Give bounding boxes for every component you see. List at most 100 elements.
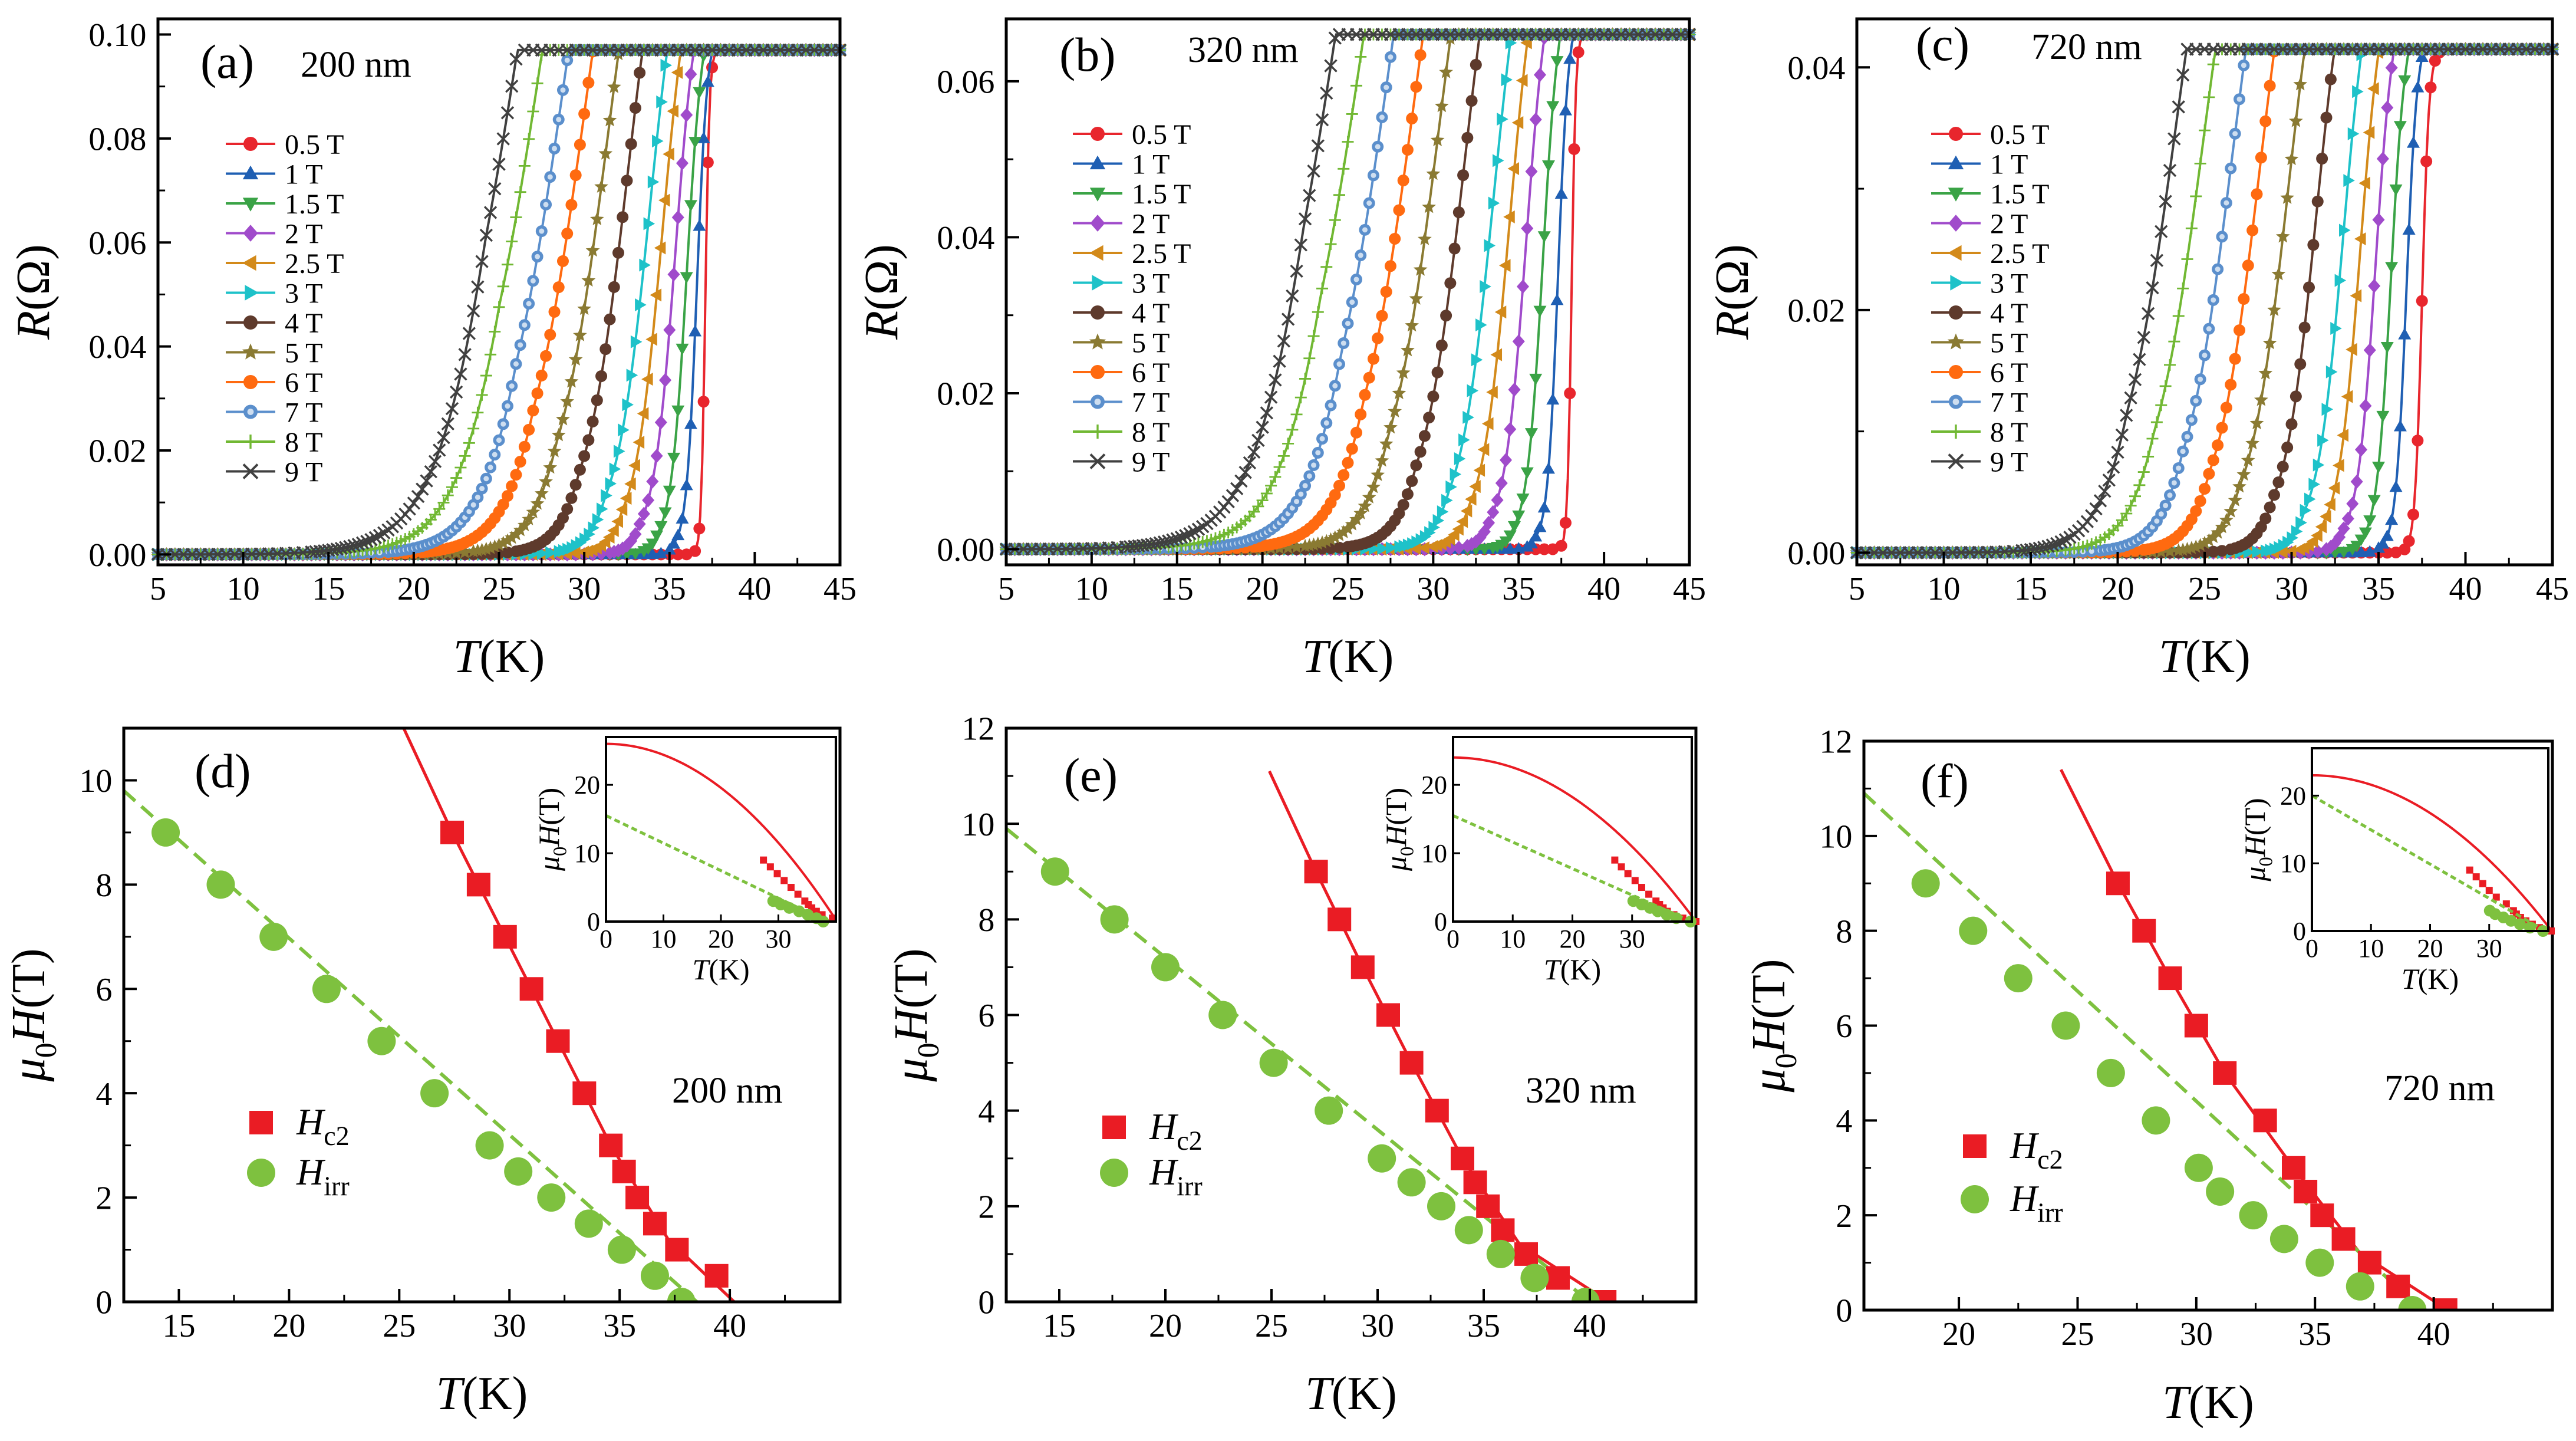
data-point <box>1431 366 1444 379</box>
data-point <box>667 267 680 282</box>
data-point <box>2159 195 2172 208</box>
data-point <box>548 305 561 318</box>
data-point <box>506 235 518 248</box>
hc2-point <box>612 1159 636 1183</box>
data-point <box>622 398 634 412</box>
data-point <box>2264 80 2276 92</box>
data-point <box>433 503 446 515</box>
series-line <box>157 48 839 556</box>
data-point <box>1401 343 1415 357</box>
data-point <box>2189 539 2203 553</box>
data-point <box>1307 330 1320 343</box>
panel-a-ytick-label: 0.00 <box>88 537 146 574</box>
legend-label: 2 T <box>1990 209 2028 240</box>
data-point <box>2325 365 2338 379</box>
inset-y-axis-title: μ0H(T) <box>2238 798 2277 881</box>
hc2-point <box>2433 1298 2458 1310</box>
hirr-point <box>640 1261 669 1290</box>
hc2-point <box>519 977 543 1001</box>
data-point <box>2402 223 2416 235</box>
inset-hc2-point <box>794 890 802 898</box>
hirr-point <box>1486 1239 1515 1268</box>
data-point <box>1294 391 1307 404</box>
data-point <box>1342 136 1354 148</box>
data-point <box>487 539 502 553</box>
data-point <box>626 369 638 382</box>
panel-e-label: (e) <box>1064 748 1118 802</box>
data-point <box>663 543 676 555</box>
data-point <box>457 545 472 559</box>
data-point <box>2142 450 2155 463</box>
data-point <box>693 219 706 231</box>
data-point <box>2219 512 2234 527</box>
data-point <box>1349 512 1363 526</box>
legend-label: 2.5 T <box>1990 238 2049 269</box>
data-point <box>2307 239 2320 251</box>
data-point <box>1512 334 1525 349</box>
data-point <box>517 518 532 532</box>
data-point <box>518 160 531 172</box>
data-point <box>1303 189 1316 202</box>
panel-f-x-axis-title: T(K) <box>2162 1377 2254 1429</box>
legend-label: 1 T <box>1132 149 1170 180</box>
panel-f-ytick-label: 6 <box>1836 1008 1852 1045</box>
data-point <box>2372 212 2385 227</box>
data-point <box>659 373 672 387</box>
data-point <box>489 325 501 338</box>
data-point <box>433 443 446 457</box>
hc2-point <box>466 873 490 897</box>
data-point <box>2416 295 2428 307</box>
data-point <box>479 541 493 555</box>
hirr-point <box>1911 869 1940 898</box>
data-point <box>2407 136 2420 148</box>
data-point <box>2207 58 2219 71</box>
hc2-point <box>599 1133 623 1157</box>
hc2-point <box>493 925 517 949</box>
data-point <box>1338 163 1350 175</box>
data-point <box>454 462 467 474</box>
data-point <box>654 241 666 255</box>
data-point <box>2420 155 2433 167</box>
hirr-point <box>259 922 288 951</box>
legend-marker <box>1091 305 1105 320</box>
data-point <box>1516 494 1530 505</box>
data-point <box>2385 513 2399 525</box>
data-point <box>2249 416 2264 430</box>
inset-hirr-point <box>1661 909 1673 921</box>
data-point <box>1383 420 1398 434</box>
data-point <box>2281 441 2294 453</box>
data-point <box>534 486 549 500</box>
data-point <box>658 193 670 207</box>
panel-b-ytick-label: 0.04 <box>937 220 994 256</box>
data-point <box>2225 162 2237 175</box>
legend-marker <box>1949 425 1963 439</box>
data-point <box>2167 132 2181 146</box>
data-point <box>483 206 498 219</box>
data-point <box>663 485 676 498</box>
data-point <box>1435 339 1448 351</box>
legend-marker <box>1091 127 1105 141</box>
data-point <box>2313 458 2325 472</box>
legend-marker <box>1948 155 1964 170</box>
data-point <box>2346 343 2357 356</box>
data-point <box>556 512 569 524</box>
data-point <box>2216 422 2228 434</box>
data-point <box>530 496 545 510</box>
panel-e-xtick-label: 15 <box>1043 1308 1076 1344</box>
data-point <box>629 102 641 114</box>
data-point <box>1303 352 1316 364</box>
panel-d-plot-area <box>124 728 736 1302</box>
data-point <box>1401 144 1414 156</box>
data-point <box>612 246 624 259</box>
data-point <box>556 255 569 267</box>
data-point <box>527 404 539 417</box>
panel-d-sample-label: 200 nm <box>672 1071 783 1111</box>
legend-marker <box>1089 453 1106 469</box>
data-point <box>416 482 429 496</box>
data-point <box>2159 499 2172 512</box>
data-point <box>476 482 488 495</box>
data-point <box>1529 373 1543 386</box>
data-point <box>684 200 697 212</box>
data-point <box>1401 488 1414 501</box>
